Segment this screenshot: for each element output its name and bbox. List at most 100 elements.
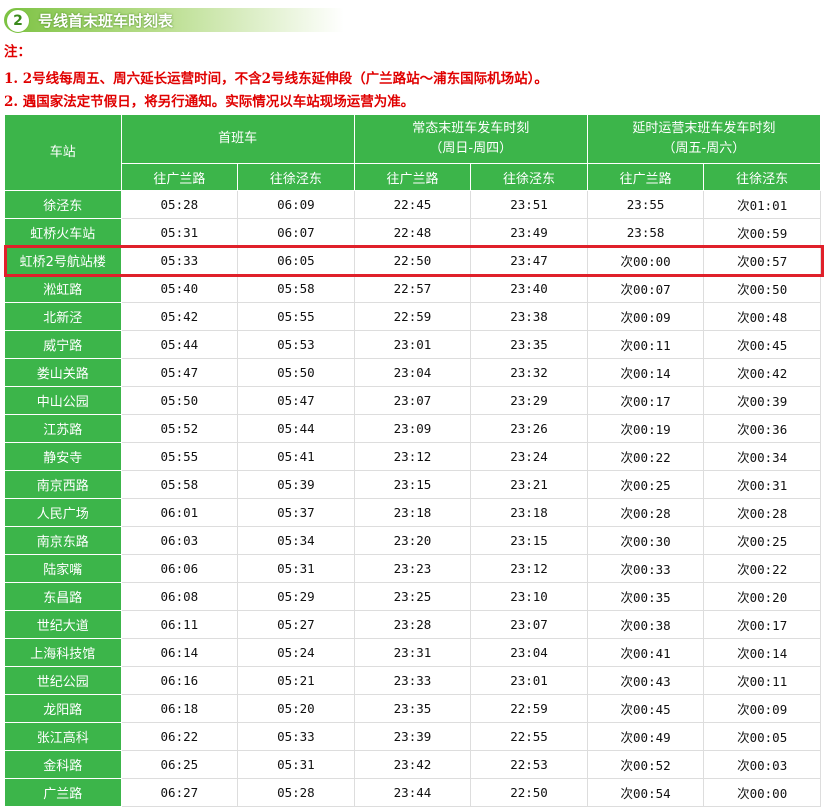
table-row: 人民广场 06:01 05:37 23:18 23:18 次00:28 次00:28: [4, 498, 821, 527]
station-name: 江苏路: [4, 414, 122, 443]
station-name: 人民广场: [4, 498, 122, 527]
time-cell: 05:37: [237, 498, 355, 527]
time-cell: 23:28: [353, 610, 472, 639]
header-direction: 往广兰路: [120, 163, 239, 191]
table-row: 虹桥火车站 05:31 06:07 22:48 23:49 23:58 次00:59: [4, 218, 821, 247]
time-cell: 05:20: [237, 694, 355, 723]
section-title-banner: 2 号线首末班车时刻表: [4, 8, 344, 33]
time-cell: 23:33: [353, 666, 472, 695]
time-cell: 23:38: [470, 302, 588, 331]
station-name: 世纪大道: [4, 610, 122, 639]
time-cell: 次00:09: [586, 302, 705, 331]
station-name: 陆家嘴: [4, 554, 122, 583]
time-cell: 05:42: [120, 302, 239, 331]
time-cell: 06:06: [120, 554, 239, 583]
time-cell: 次00:41: [586, 638, 705, 667]
header-first-train: 首班车: [120, 114, 355, 164]
station-name: 张江高科: [4, 722, 122, 751]
time-cell: 次00:33: [586, 554, 705, 583]
time-cell: 22:55: [470, 722, 588, 751]
table-row: 龙阳路 06:18 05:20 23:35 22:59 次00:45 次00:09: [4, 694, 821, 723]
time-cell: 23:04: [353, 358, 472, 387]
time-cell: 06:05: [237, 246, 355, 275]
table-row: 广兰路 06:27 05:28 23:44 22:50 次00:54 次00:00: [4, 778, 821, 807]
station-name: 东昌路: [4, 582, 122, 611]
time-cell: 05:31: [120, 218, 239, 247]
time-cell: 05:34: [237, 526, 355, 555]
time-cell: 23:07: [470, 610, 588, 639]
station-name: 南京东路: [4, 526, 122, 555]
time-cell: 次00:36: [703, 414, 821, 443]
time-cell: 05:47: [237, 386, 355, 415]
time-cell: 23:07: [353, 386, 472, 415]
time-cell: 06:27: [120, 778, 239, 807]
time-cell: 05:24: [237, 638, 355, 667]
time-cell: 次00:38: [586, 610, 705, 639]
time-cell: 05:28: [237, 778, 355, 807]
header-extended-last-train: 延时运营末班车发车时刻 （周五-周六）: [586, 114, 822, 164]
time-cell: 05:58: [237, 274, 355, 303]
time-cell: 05:44: [237, 414, 355, 443]
table-row: 虹桥2号航站楼 05:33 06:05 22:50 23:47 次00:00 次00:57: [4, 246, 821, 275]
time-cell: 23:18: [470, 498, 588, 527]
time-cell: 05:28: [120, 190, 239, 219]
header-direction: 往徐泾东: [703, 163, 821, 191]
time-cell: 次00:45: [703, 330, 821, 359]
table-row: 陆家嘴 06:06 05:31 23:23 23:12 次00:33 次00:22: [4, 554, 821, 583]
time-cell: 23:49: [470, 218, 588, 247]
time-cell: 05:55: [120, 442, 239, 471]
time-cell: 次00:14: [586, 358, 705, 387]
time-cell: 次00:43: [586, 666, 705, 695]
time-cell: 23:31: [353, 638, 472, 667]
time-cell: 23:40: [470, 274, 588, 303]
time-cell: 23:10: [470, 582, 588, 611]
time-cell: 22:45: [353, 190, 472, 219]
time-cell: 05:31: [237, 750, 355, 779]
time-cell: 05:40: [120, 274, 239, 303]
time-cell: 次00:48: [703, 302, 821, 331]
station-name: 中山公园: [4, 386, 122, 415]
table-row: 世纪公园 06:16 05:21 23:33 23:01 次00:43 次00:11: [4, 666, 821, 695]
header-direction: 往广兰路: [353, 163, 472, 191]
time-cell: 次00:17: [586, 386, 705, 415]
station-name: 世纪公园: [4, 666, 122, 695]
time-cell: 次00:28: [703, 498, 821, 527]
time-cell: 次00:22: [586, 442, 705, 471]
table-row: 中山公园 05:50 05:47 23:07 23:29 次00:17 次00:39: [4, 386, 821, 415]
station-name: 娄山关路: [4, 358, 122, 387]
time-cell: 22:59: [470, 694, 588, 723]
time-cell: 22:59: [353, 302, 472, 331]
time-cell: 23:15: [353, 470, 472, 499]
time-cell: 06:18: [120, 694, 239, 723]
time-cell: 次00:57: [703, 246, 821, 275]
line-number-badge: 2: [6, 9, 30, 33]
time-cell: 06:03: [120, 526, 239, 555]
table-row: 南京东路 06:03 05:34 23:20 23:15 次00:30 次00:25: [4, 526, 821, 555]
time-cell: 23:55: [586, 190, 705, 219]
time-cell: 次00:31: [703, 470, 821, 499]
time-cell: 06:16: [120, 666, 239, 695]
station-name: 广兰路: [4, 778, 122, 807]
table-row: 淞虹路 05:40 05:58 22:57 23:40 次00:07 次00:50: [4, 274, 821, 303]
time-cell: 次00:19: [586, 414, 705, 443]
time-cell: 05:52: [120, 414, 239, 443]
time-cell: 次00:30: [586, 526, 705, 555]
time-cell: 23:24: [470, 442, 588, 471]
time-cell: 23:04: [470, 638, 588, 667]
station-name: 南京西路: [4, 470, 122, 499]
time-cell: 次00:03: [703, 750, 821, 779]
time-cell: 05:44: [120, 330, 239, 359]
time-cell: 次00:11: [586, 330, 705, 359]
time-cell: 06:25: [120, 750, 239, 779]
time-cell: 次00:00: [586, 246, 705, 275]
time-cell: 05:50: [120, 386, 239, 415]
time-cell: 23:12: [470, 554, 588, 583]
time-cell: 次00:22: [703, 554, 821, 583]
time-cell: 23:23: [353, 554, 472, 583]
station-name: 虹桥2号航站楼: [4, 246, 122, 275]
time-cell: 22:48: [353, 218, 472, 247]
time-cell: 23:44: [353, 778, 472, 807]
table-row: 上海科技馆 06:14 05:24 23:31 23:04 次00:41 次00:14: [4, 638, 821, 667]
header-direction: 往徐泾东: [470, 163, 588, 191]
station-name: 静安寺: [4, 442, 122, 471]
